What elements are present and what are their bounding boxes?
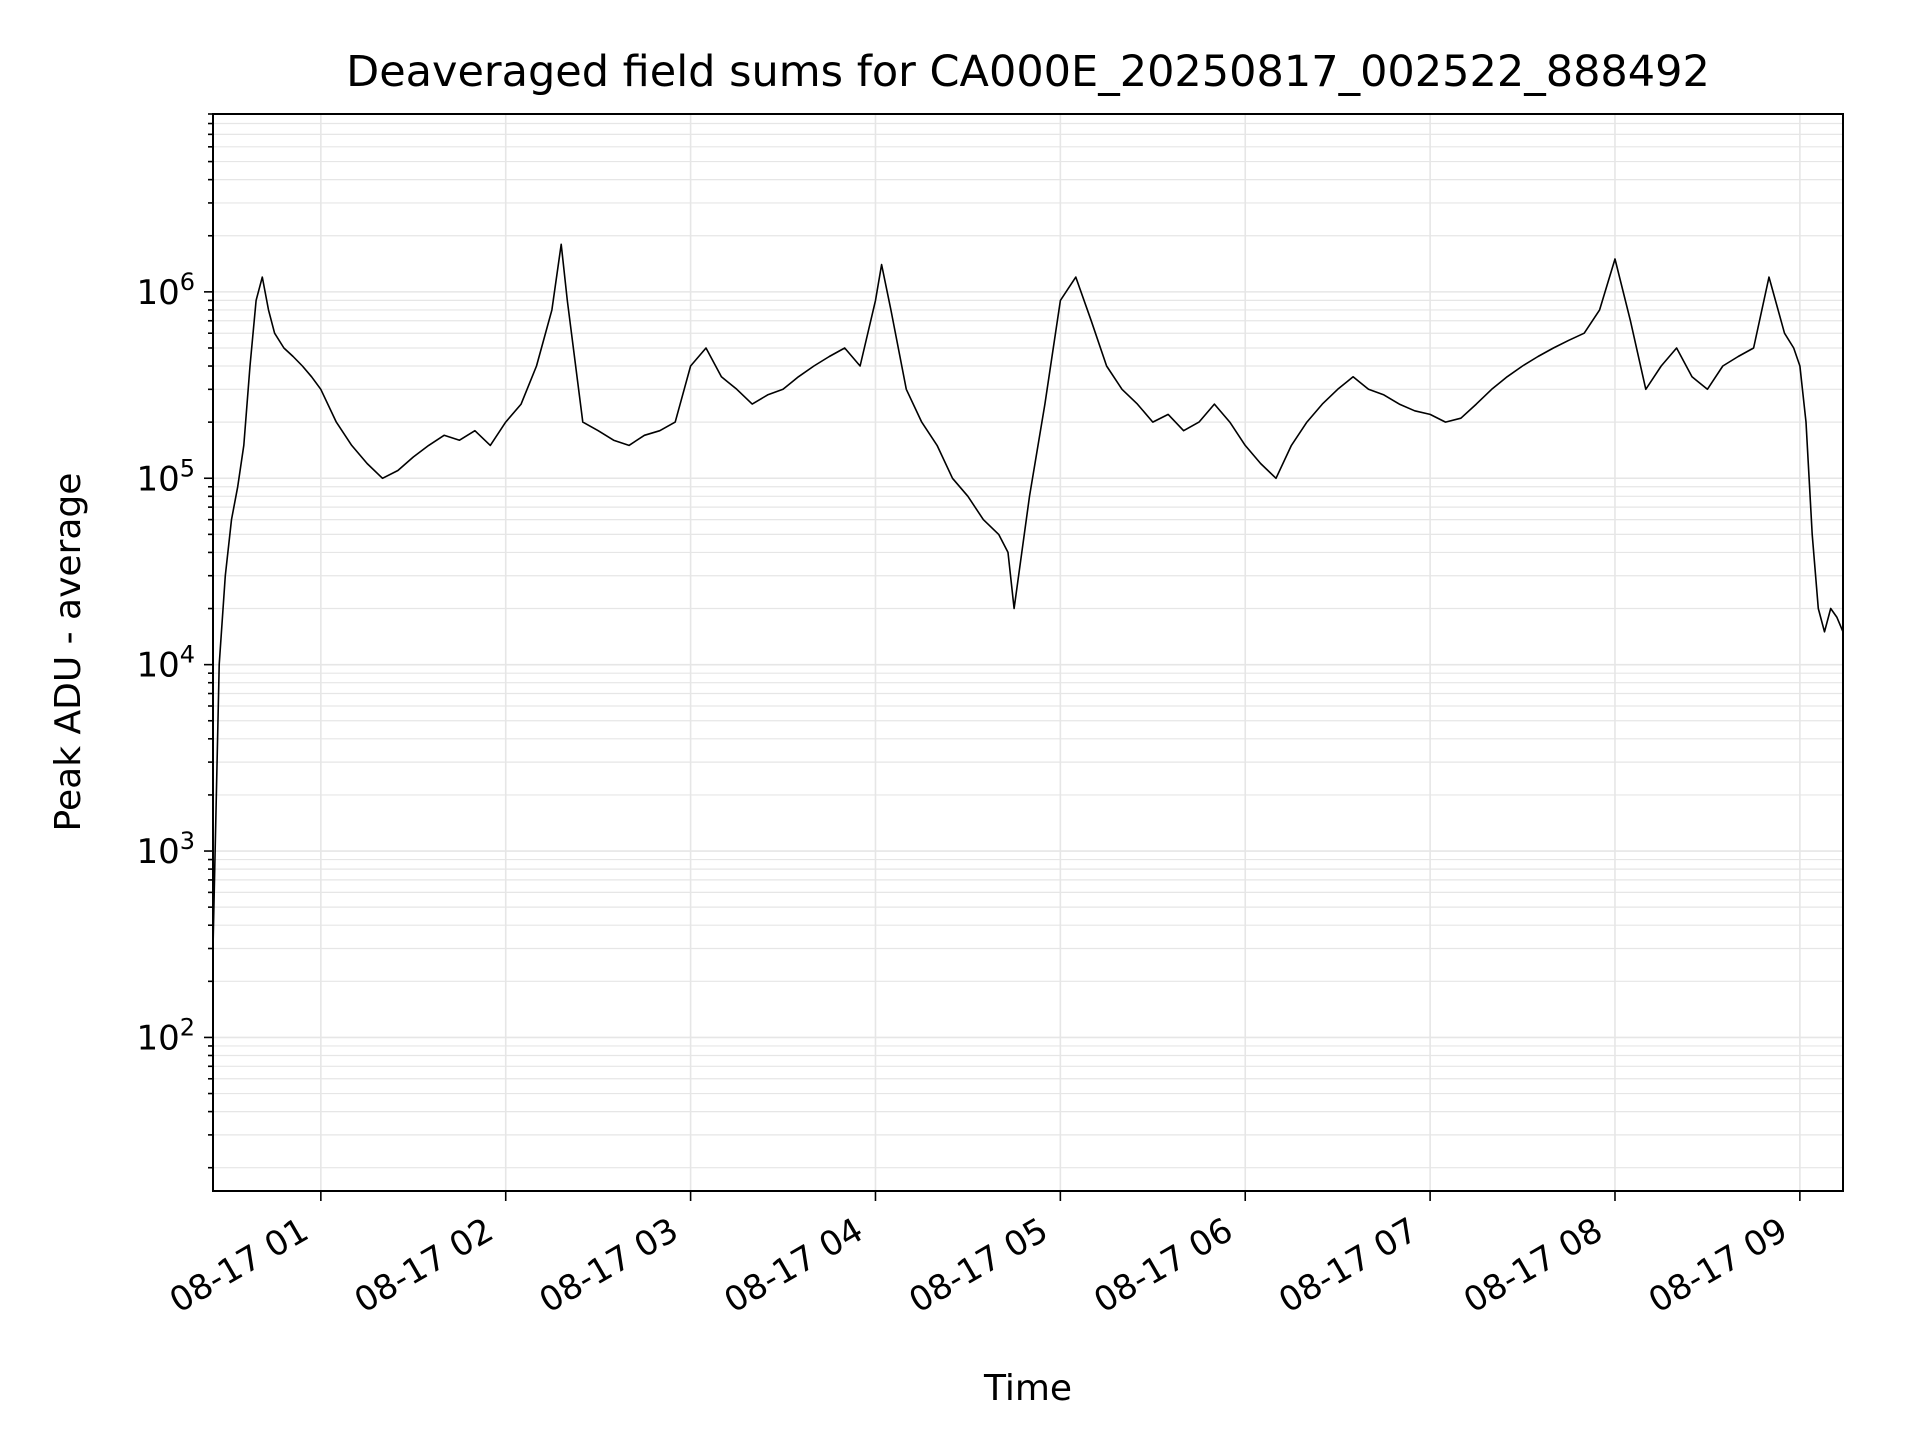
plot-frame bbox=[212, 113, 1844, 1192]
y-tick-label: 105 bbox=[136, 454, 195, 499]
chart-title: Deaveraged field sums for CA000E_2025081… bbox=[346, 47, 1710, 97]
y-tick-label: 102 bbox=[136, 1013, 195, 1058]
y-tick-label: 103 bbox=[136, 827, 195, 872]
series-layer bbox=[212, 243, 1844, 949]
x-axis-label: Time bbox=[983, 1368, 1072, 1409]
grid-layer bbox=[213, 113, 1843, 1191]
y-tick-label: 104 bbox=[136, 641, 195, 686]
series-line bbox=[212, 243, 1844, 949]
y-axis-label: Peak ADU - average bbox=[48, 473, 89, 832]
y-tick-label: 106 bbox=[136, 268, 195, 313]
